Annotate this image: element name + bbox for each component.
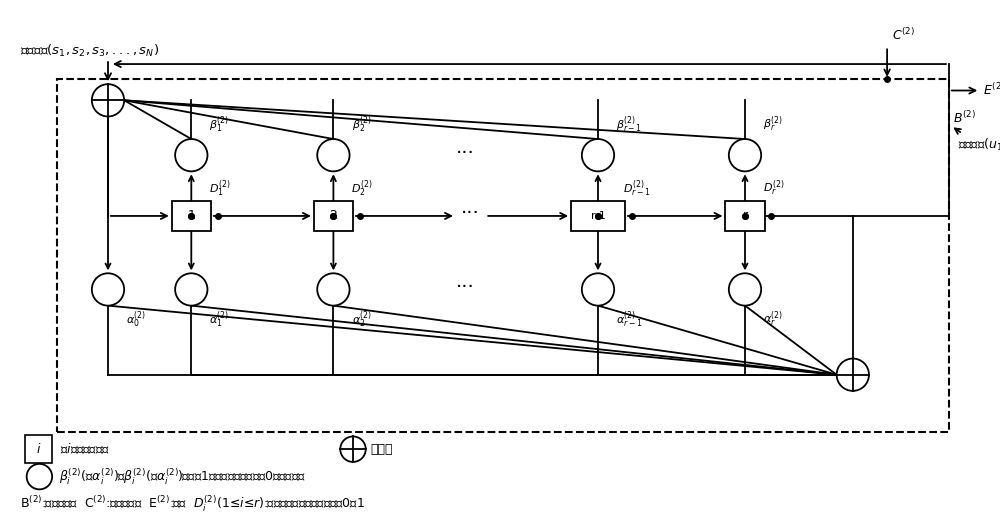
Circle shape — [92, 274, 124, 306]
Text: $D_{r-1}^{(2)}$: $D_{r-1}^{(2)}$ — [623, 178, 651, 200]
Text: 第$i$个移位寄存器: 第$i$个移位寄存器 — [60, 442, 110, 456]
Text: r: r — [742, 209, 748, 223]
Text: r-1: r-1 — [591, 211, 605, 221]
Text: $\alpha_{r-1}^{(2)}$: $\alpha_{r-1}^{(2)}$ — [616, 310, 642, 330]
Text: 外码码字$(u_1,u_2,u_3,...,u_N)$: 外码码字$(u_1,u_2,u_3,...,u_N)$ — [958, 138, 1000, 153]
Text: $\beta_r^{(2)}$: $\beta_r^{(2)}$ — [763, 115, 783, 135]
Text: ···: ··· — [456, 144, 475, 163]
Text: $\beta_2^{(2)}$: $\beta_2^{(2)}$ — [352, 114, 372, 135]
Circle shape — [27, 464, 52, 489]
Text: B$^{(2)}$:开关接触点  C$^{(2)}$:开关接触点  E$^{(2)}$:开关  $D_i^{(2)}$(1≤$i$≤$r$):表示连接点处的电平: B$^{(2)}$:开关接触点 C$^{(2)}$:开关接触点 E$^{(2)}… — [20, 494, 365, 514]
Bar — [57, 79, 949, 432]
Circle shape — [729, 139, 761, 171]
Text: $\beta_i^{(2)}$(或$\alpha_i^{(2)}$)：$\beta_i^{(2)}$(或$\alpha_i^{(2)}$)取值为1表示电路通；取: $\beta_i^{(2)}$(或$\alpha_i^{(2)}$)：$\bet… — [59, 467, 306, 487]
Text: ···: ··· — [461, 205, 480, 224]
Text: $\alpha_2^{(2)}$: $\alpha_2^{(2)}$ — [352, 310, 372, 330]
Text: $\alpha_1^{(2)}$: $\alpha_1^{(2)}$ — [209, 310, 230, 330]
Text: 模二加: 模二加 — [371, 443, 393, 456]
Text: $\beta_1^{(2)}$: $\beta_1^{(2)}$ — [209, 114, 230, 135]
Circle shape — [175, 139, 207, 171]
Text: $i$: $i$ — [36, 442, 41, 456]
Circle shape — [317, 274, 350, 306]
Text: $D_2^{(2)}$: $D_2^{(2)}$ — [351, 178, 373, 200]
Circle shape — [340, 436, 366, 462]
Text: ···: ··· — [456, 278, 475, 297]
Text: $C^{(2)}$: $C^{(2)}$ — [892, 27, 915, 43]
Text: $B^{(2)}$: $B^{(2)}$ — [953, 110, 976, 126]
Bar — [25, 435, 52, 463]
Text: $E^{(2)}$: $E^{(2)}$ — [983, 82, 1000, 99]
Circle shape — [837, 359, 869, 391]
Text: $D_1^{(2)}$: $D_1^{(2)}$ — [209, 178, 231, 200]
Circle shape — [582, 274, 614, 306]
Text: $\alpha_0^{(2)}$: $\alpha_0^{(2)}$ — [126, 310, 146, 330]
Bar — [172, 201, 211, 230]
Bar — [571, 201, 625, 230]
Bar — [314, 201, 353, 230]
Bar — [725, 201, 765, 230]
Circle shape — [582, 139, 614, 171]
Circle shape — [317, 139, 350, 171]
Text: $\alpha_r^{(2)}$: $\alpha_r^{(2)}$ — [763, 310, 783, 330]
Text: 1: 1 — [187, 209, 195, 223]
Circle shape — [729, 274, 761, 306]
Circle shape — [92, 84, 124, 117]
Text: $\beta_{r-1}^{(2)}$: $\beta_{r-1}^{(2)}$ — [616, 114, 642, 135]
Text: 2: 2 — [329, 209, 337, 223]
Text: $D_r^{(2)}$: $D_r^{(2)}$ — [763, 179, 784, 200]
Text: 输入序列$(s_1,s_2,s_3,...,s_N)$: 输入序列$(s_1,s_2,s_3,...,s_N)$ — [20, 43, 159, 59]
Circle shape — [175, 274, 207, 306]
